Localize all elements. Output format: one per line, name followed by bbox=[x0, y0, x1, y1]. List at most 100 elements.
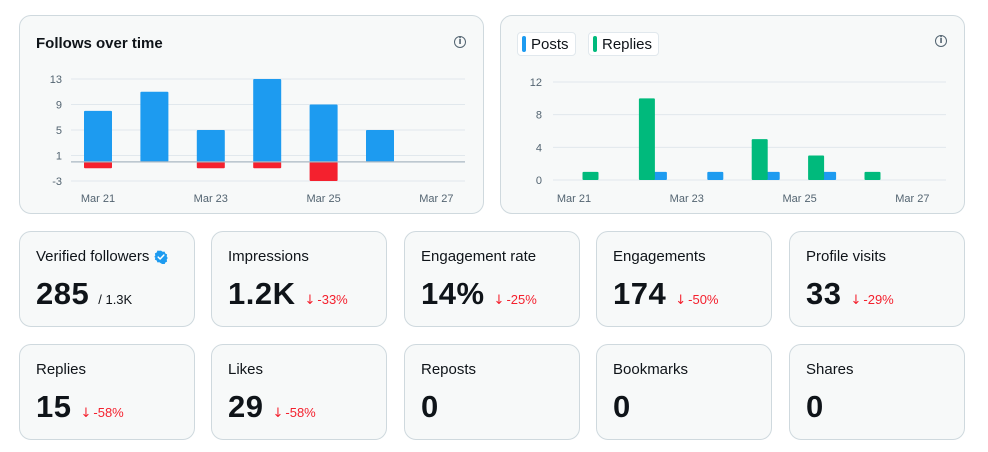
metric-value: 0 bbox=[806, 389, 824, 424]
legend-replies[interactable]: Replies bbox=[588, 32, 660, 56]
metric-card-shares[interactable]: Shares 0 bbox=[789, 344, 965, 440]
metric-value: 15 bbox=[36, 389, 72, 424]
x-tick-label: Mar 21 bbox=[557, 193, 591, 205]
metric-delta: ↓ -58% bbox=[80, 405, 123, 421]
metric-delta-text: -58% bbox=[285, 405, 316, 420]
metric-label: Replies bbox=[36, 361, 86, 378]
unfollows-bar bbox=[253, 161, 282, 169]
metric-card-verified-followers[interactable]: Verified followers 285 / 1.3K bbox=[19, 231, 195, 327]
follows-chart-panel: Follows over time i 13 9 5 1 -3 Mar 21 Mar 23 M… bbox=[19, 15, 484, 214]
metric-delta: ↓ -29% bbox=[850, 292, 893, 308]
metric-value-row: 15 ↓ -58% bbox=[36, 389, 124, 425]
replies-bar bbox=[808, 155, 825, 180]
legend-posts-swatch bbox=[522, 36, 526, 52]
unfollows-bar bbox=[84, 161, 112, 169]
legend-posts[interactable]: Posts bbox=[517, 32, 576, 56]
metric-delta: ↓ -50% bbox=[675, 292, 718, 308]
metric-card-reposts[interactable]: Reposts 0 bbox=[404, 344, 580, 440]
arrow-down-icon: ↓ bbox=[850, 293, 862, 308]
metric-card-engagement-rate[interactable]: Engagement rate 14% ↓ -25% bbox=[404, 231, 580, 327]
verified-badge-icon bbox=[154, 250, 169, 264]
metric-label: Impressions bbox=[228, 248, 309, 265]
metric-card-bookmarks[interactable]: Bookmarks 0 bbox=[596, 344, 772, 440]
metric-card-likes[interactable]: Likes 29 ↓ -58% bbox=[211, 344, 387, 440]
unfollows-bar bbox=[309, 161, 338, 181]
metric-value-row: 14% ↓ -25% bbox=[421, 276, 537, 312]
posts-bar bbox=[650, 171, 667, 180]
metric-label-text: Profile visits bbox=[806, 248, 887, 265]
unfollows-bar bbox=[196, 161, 225, 169]
metric-value-row: 0 bbox=[613, 389, 631, 425]
metric-delta-text: -25% bbox=[506, 292, 537, 307]
y-tick-label: -3 bbox=[52, 176, 62, 188]
metric-label: Engagements bbox=[613, 248, 706, 265]
follows-bar bbox=[140, 91, 169, 162]
replies-bar bbox=[864, 171, 881, 180]
metric-value-row: 0 bbox=[806, 389, 824, 425]
metric-label-text: Engagements bbox=[613, 248, 706, 265]
follows-chart: 13 9 5 1 -3 Mar 21 Mar 23 Mar 25 Mar 27 bbox=[50, 74, 465, 205]
metric-value: 14% bbox=[421, 276, 485, 311]
x-tick-label: Mar 23 bbox=[194, 193, 228, 205]
metric-label-text: Impressions bbox=[228, 248, 309, 265]
metric-label-text: Likes bbox=[228, 361, 264, 378]
follows-bar bbox=[84, 110, 112, 162]
info-icon[interactable]: i bbox=[454, 36, 466, 48]
x-tick-label: Mar 23 bbox=[670, 193, 704, 205]
metric-label: Shares bbox=[806, 361, 854, 378]
metric-label: Reposts bbox=[421, 361, 476, 378]
metric-card-impressions[interactable]: Impressions 1.2K ↓ -33% bbox=[211, 231, 387, 327]
posts-bar bbox=[707, 171, 724, 180]
metric-value-row: 285 / 1.3K bbox=[36, 276, 132, 312]
legend-replies-swatch bbox=[593, 36, 597, 52]
arrow-down-icon: ↓ bbox=[272, 406, 284, 421]
posts-replies-chart-panel: Posts Replies i 12 8 4 0 Mar 21 Mar 23 Mar 25 M… bbox=[500, 15, 965, 214]
metric-delta: ↓ -58% bbox=[272, 405, 315, 421]
metric-delta: ↓ -33% bbox=[304, 292, 347, 308]
arrow-down-icon: ↓ bbox=[675, 293, 687, 308]
arrow-down-icon: ↓ bbox=[493, 293, 505, 308]
x-tick-label: Mar 21 bbox=[81, 193, 115, 205]
metric-value: 0 bbox=[613, 389, 631, 424]
metric-label: Engagement rate bbox=[421, 248, 536, 265]
metric-label-text: Shares bbox=[806, 361, 854, 378]
metric-label-text: Replies bbox=[36, 361, 87, 378]
metric-card-profile-visits[interactable]: Profile visits 33 ↓ -29% bbox=[789, 231, 965, 327]
metric-delta-text: -33% bbox=[317, 292, 348, 307]
y-tick-label: 0 bbox=[536, 175, 542, 187]
follows-chart-title: Follows over time bbox=[36, 35, 163, 52]
legend-posts-label: Posts bbox=[531, 35, 569, 53]
replies-bar bbox=[751, 139, 768, 180]
arrow-down-icon: ↓ bbox=[304, 293, 316, 308]
y-tick-label: 1 bbox=[56, 151, 62, 163]
y-tick-label: 12 bbox=[530, 77, 542, 89]
y-tick-label: 13 bbox=[50, 74, 62, 86]
metric-delta: ↓ -25% bbox=[494, 292, 537, 308]
metric-value-row: 1.2K ↓ -33% bbox=[228, 276, 348, 312]
metric-card-engagements[interactable]: Engagements 174 ↓ -50% bbox=[596, 231, 772, 327]
metric-delta-text: -29% bbox=[863, 292, 894, 307]
follows-bar bbox=[196, 130, 225, 162]
metric-value: 174 bbox=[613, 276, 667, 311]
y-tick-label: 9 bbox=[56, 100, 62, 112]
follows-bar bbox=[309, 104, 338, 162]
info-icon[interactable]: i bbox=[935, 35, 947, 47]
y-tick-label: 5 bbox=[56, 125, 62, 137]
x-tick-label: Mar 27 bbox=[895, 193, 929, 205]
x-tick-label: Mar 27 bbox=[419, 193, 453, 205]
metric-value-row: 33 ↓ -29% bbox=[806, 276, 894, 312]
metric-label: Bookmarks bbox=[613, 361, 688, 378]
replies-bar bbox=[638, 98, 655, 180]
metric-label-text: Reposts bbox=[421, 361, 477, 378]
x-tick-label: Mar 25 bbox=[306, 193, 340, 205]
metric-label-text: Verified followers bbox=[36, 248, 150, 265]
metric-label-text: Engagement rate bbox=[421, 248, 537, 265]
follows-bar bbox=[253, 79, 282, 162]
metric-card-replies[interactable]: Replies 15 ↓ -58% bbox=[19, 344, 195, 440]
x-tick-label: Mar 25 bbox=[782, 193, 816, 205]
metric-label: Likes bbox=[228, 361, 263, 378]
metric-label: Verified followers bbox=[36, 248, 169, 265]
metric-value: 1.2K bbox=[228, 276, 296, 311]
metric-delta-text: -50% bbox=[688, 292, 719, 307]
metric-value: 285 bbox=[36, 276, 90, 311]
